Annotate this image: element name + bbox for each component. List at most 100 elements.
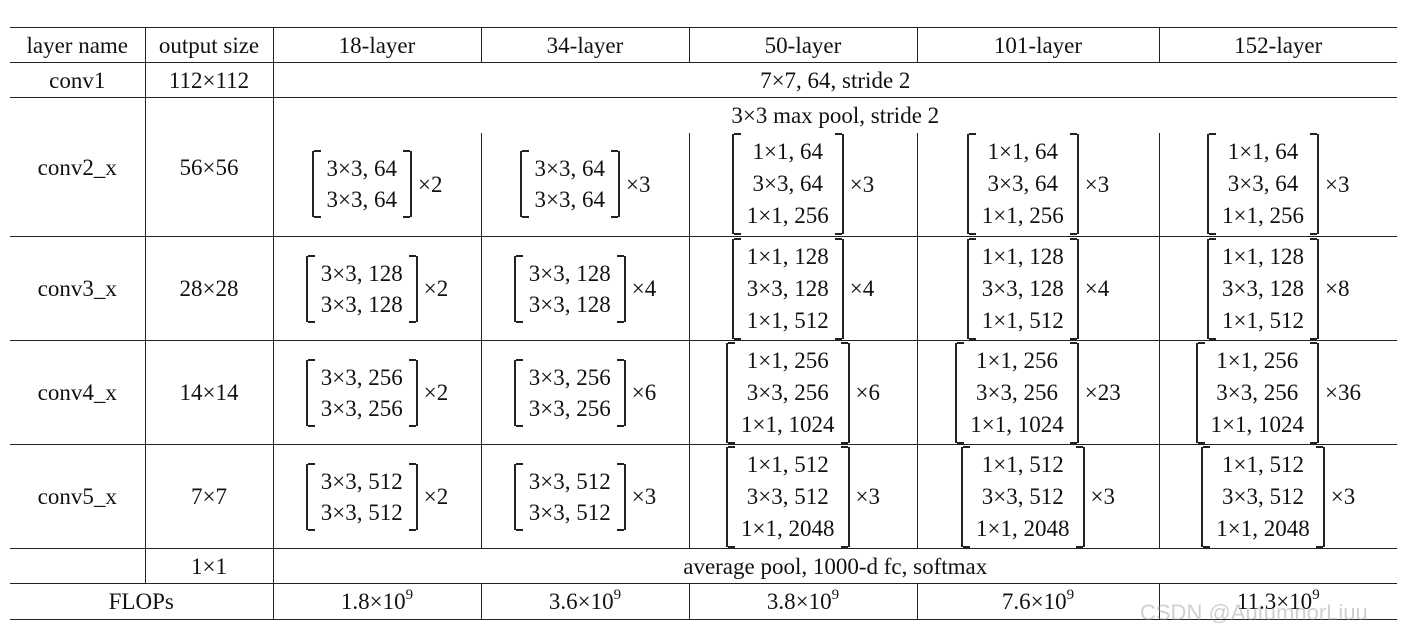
conv5-x-cell-2: 1×1, 512 3×3, 512 1×1, 2048 ×3 bbox=[689, 444, 918, 549]
flops-exponent: 9 bbox=[405, 587, 414, 603]
matrix-line: 1×1, 1024 bbox=[1210, 411, 1304, 437]
bracketed-block: 1×1, 64 3×3, 64 1×1, 256 ×3 bbox=[966, 133, 1109, 236]
bracket-tick bbox=[1069, 237, 1077, 240]
conv4-x-cell-1: 3×3, 256 3×3, 256 ×6 bbox=[481, 340, 690, 445]
header-50-layer: 50-layer bbox=[689, 27, 918, 63]
bracket-tick bbox=[1197, 441, 1205, 444]
matrix-line: 3×3, 64 bbox=[534, 156, 605, 182]
bracket-tick bbox=[616, 424, 624, 427]
final-output-size: 1×1 bbox=[145, 548, 274, 584]
flops-mantissa: 3.6×10 bbox=[548, 589, 614, 614]
matrix-line: 3×3, 256 bbox=[320, 364, 403, 390]
repeat-count: ×8 bbox=[1325, 276, 1350, 301]
flops-mantissa: 1.8×10 bbox=[340, 589, 406, 614]
matrix-line: 3×3, 512 bbox=[320, 499, 403, 525]
bracket-tick bbox=[408, 254, 416, 257]
bracket-matrix: 3×3, 64 3×3, 64 bbox=[519, 150, 620, 219]
resnet-architecture-table: layer name output size 18-layer 34-layer… bbox=[10, 27, 1397, 620]
bracket-tick bbox=[1069, 341, 1077, 344]
conv4-x-cell-4: 1×1, 256 3×3, 256 1×1, 1024 ×36 bbox=[1159, 340, 1397, 445]
matrix-line: 1×1, 1024 bbox=[741, 411, 835, 437]
bracket-tick bbox=[515, 320, 523, 323]
bracketed-block: 3×3, 256 3×3, 256 ×6 bbox=[513, 358, 656, 427]
matrix-line: 1×1, 2048 bbox=[741, 515, 835, 541]
bracketed-block: 1×1, 512 3×3, 512 1×1, 2048 ×3 bbox=[726, 445, 880, 548]
matrix-line: 1×1, 128 bbox=[981, 243, 1064, 269]
conv4-block-row: conv4_x 14×14 3×3, 256 3×3, 256 ×2 3×3, 256… bbox=[10, 340, 1397, 445]
flops-mantissa: 7.6×10 bbox=[1001, 589, 1067, 614]
bracket-tick bbox=[1315, 445, 1323, 448]
bracket-tick bbox=[408, 462, 416, 465]
bracket-tick bbox=[515, 358, 523, 361]
bracket-tick bbox=[840, 441, 848, 444]
bracket-tick bbox=[307, 462, 315, 465]
matrix-line: 1×1, 256 bbox=[746, 203, 829, 229]
matrix-line: 3×3, 128 bbox=[981, 275, 1064, 301]
final-layer-name-empty bbox=[10, 548, 146, 584]
bracket-tick bbox=[403, 216, 410, 219]
header-101-layer: 101-layer bbox=[917, 27, 1160, 63]
matrix-line: 1×1, 128 bbox=[1222, 243, 1304, 269]
repeat-count: ×2 bbox=[423, 276, 449, 301]
conv4-output-size: 14×14 bbox=[145, 340, 274, 445]
matrix-line: 1×1, 512 bbox=[746, 307, 829, 333]
matrix-line: 3×3, 128 bbox=[1222, 275, 1304, 301]
bracket-tick bbox=[728, 545, 736, 548]
matrix-line: 1×1, 64 bbox=[1227, 139, 1299, 165]
bracket-matrix: 1×1, 512 3×3, 512 1×1, 2048 bbox=[961, 445, 1085, 548]
bracketed-block: 1×1, 256 3×3, 256 1×1, 1024 ×36 bbox=[1195, 341, 1361, 444]
conv3-x-cell-3: 1×1, 128 3×3, 128 1×1, 512 ×4 bbox=[917, 236, 1160, 341]
matrix-line: 1×1, 256 bbox=[1222, 203, 1304, 229]
conv3-x-cell-1: 3×3, 128 3×3, 128 ×4 bbox=[481, 236, 690, 341]
header-row: layer name output size 18-layer 34-layer… bbox=[10, 27, 1397, 63]
bracketed-block: 1×1, 512 3×3, 512 1×1, 2048 ×3 bbox=[1201, 445, 1355, 548]
bracket-tick bbox=[1310, 337, 1317, 340]
bracket-tick bbox=[733, 133, 741, 136]
conv1-row: conv1 112×112 7×7, 64, stride 2 bbox=[10, 62, 1397, 98]
repeat-count: ×3 bbox=[631, 484, 657, 509]
matrix-line: 1×1, 64 bbox=[752, 139, 823, 165]
bracket-tick bbox=[963, 545, 971, 548]
matrix-line: 1×1, 1024 bbox=[970, 411, 1064, 437]
flops-value-0: 1.8×109 bbox=[273, 583, 482, 620]
matrix-line: 3×3, 512 bbox=[528, 499, 611, 525]
conv5-output-size: 7×7 bbox=[145, 444, 274, 549]
bracket-tick bbox=[1209, 237, 1217, 240]
matrix-line: 3×3, 64 bbox=[987, 171, 1058, 197]
conv3-block-row: conv3_x 28×28 3×3, 128 3×3, 128 ×2 3×3, 128… bbox=[10, 236, 1397, 341]
matrix-line: 1×1, 256 bbox=[976, 347, 1058, 373]
matrix-line: 1×1, 512 bbox=[981, 307, 1064, 333]
bracket-tick bbox=[834, 237, 842, 240]
bracketed-block: 3×3, 64 3×3, 64 ×2 bbox=[311, 150, 442, 219]
matrix-line: 3×3, 128 bbox=[320, 291, 403, 317]
bracket-matrix: 3×3, 128 3×3, 128 bbox=[513, 254, 626, 323]
bracket-tick bbox=[834, 133, 842, 136]
matrix-line: 3×3, 256 bbox=[320, 395, 403, 421]
matrix-line: 1×1, 512 bbox=[1222, 307, 1304, 333]
matrix-line: 3×3, 64 bbox=[752, 171, 823, 197]
bracket-matrix: 3×3, 128 3×3, 128 bbox=[305, 254, 418, 323]
bracketed-block: 1×1, 256 3×3, 256 1×1, 1024 ×23 bbox=[955, 341, 1121, 444]
flops-row: FLOPs 1.8×109 3.6×109 3.8×109 7.6×109 11.3×1… bbox=[10, 583, 1397, 620]
flops-value-4: 11.3×109 bbox=[1159, 583, 1397, 620]
matrix-line: 1×1, 2048 bbox=[976, 515, 1070, 541]
matrix-line: 3×3, 512 bbox=[320, 468, 403, 494]
bracket-tick bbox=[307, 358, 315, 361]
bracketed-block: 3×3, 512 3×3, 512 ×2 bbox=[305, 462, 448, 531]
conv1-spec: 7×7, 64, stride 2 bbox=[760, 67, 911, 93]
bracket-tick bbox=[307, 424, 315, 427]
bracket-tick bbox=[1315, 545, 1323, 548]
repeat-count: ×36 bbox=[1325, 380, 1361, 405]
conv2-x-cell-1: 3×3, 64 3×3, 64 ×3 bbox=[481, 132, 690, 237]
repeat-count: ×3 bbox=[855, 484, 880, 509]
matrix-line: 1×1, 256 bbox=[981, 203, 1064, 229]
header-18-layer: 18-layer bbox=[273, 27, 482, 63]
repeat-count: ×4 bbox=[1084, 276, 1110, 301]
bracket-tick bbox=[1310, 237, 1317, 240]
conv5-x-cell-4: 1×1, 512 3×3, 512 1×1, 2048 ×3 bbox=[1159, 444, 1397, 549]
bracket-tick bbox=[1203, 445, 1211, 448]
header-34-layer: 34-layer bbox=[481, 27, 690, 63]
matrix-line: 1×1, 512 bbox=[746, 451, 829, 477]
bracket-tick bbox=[611, 216, 618, 219]
bracket-tick bbox=[733, 237, 741, 240]
